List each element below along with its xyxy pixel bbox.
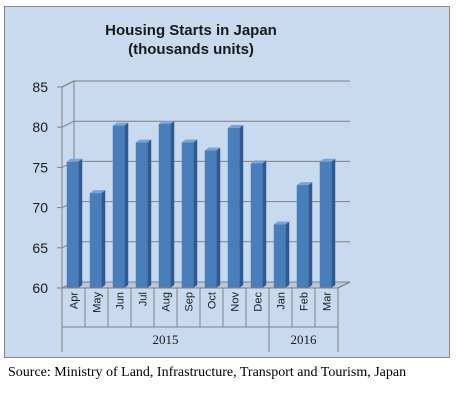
group-label-2015: 2015	[153, 332, 179, 347]
bar-top	[296, 182, 313, 186]
x-tick-label: Aug	[161, 292, 173, 312]
x-tick-label: Dec	[253, 292, 265, 312]
bar-top	[89, 190, 106, 194]
y-tick-label: 85	[32, 79, 48, 95]
chart: Housing Starts in Japan (thousands units…	[32, 22, 351, 352]
bar-front	[89, 193, 102, 288]
y-tick-label: 70	[32, 200, 48, 216]
x-tick-label: Apr	[69, 292, 81, 309]
x-tick-label: Feb	[299, 292, 311, 311]
bar-dec	[250, 160, 267, 288]
bar-side	[124, 122, 129, 288]
chart-title-line-2: (thousands units)	[128, 41, 254, 58]
bar-front	[135, 142, 148, 288]
bar-front	[227, 128, 240, 288]
bar-side	[147, 139, 152, 288]
x-tick-label: Nov	[230, 292, 242, 312]
bar-front	[319, 161, 332, 288]
bar-feb	[296, 182, 313, 288]
y-tick-label: 80	[32, 119, 48, 135]
x-tick-label: Oct	[207, 292, 219, 309]
bar-top	[204, 147, 221, 151]
bar-oct	[204, 147, 221, 288]
bar-side	[308, 182, 313, 288]
bar-top	[66, 158, 83, 162]
bar-front	[273, 224, 286, 288]
bar-side	[193, 139, 198, 288]
x-tick-label: Jun	[115, 292, 127, 310]
y-tick-label: 60	[32, 280, 48, 296]
gridline-depth	[61, 80, 75, 88]
bar-sep	[181, 139, 198, 288]
bar-aug	[158, 120, 175, 288]
gridline-depth	[61, 120, 75, 128]
x-tick-label: Jul	[138, 292, 150, 306]
y-tick-label: 75	[32, 159, 48, 175]
axes: 60 65 70 75 80 85 Apr May Jun Jul Aug Sep Oct Nov Dec J…	[32, 79, 351, 352]
x-tick-label: May	[92, 292, 104, 313]
bar-nov	[227, 125, 244, 288]
x-axis-depth	[337, 281, 351, 289]
bar-side	[101, 190, 106, 288]
chart-frame: Housing Starts in Japan (thousands units…	[4, 6, 450, 358]
bar-top	[112, 122, 129, 126]
bar-mar	[319, 158, 336, 288]
bar-front	[204, 150, 217, 288]
bar-front	[158, 123, 171, 288]
bar-front	[181, 142, 194, 288]
x-tick-label: Jan	[276, 292, 288, 310]
bar-front	[66, 161, 79, 288]
y-tick-label: 65	[32, 240, 48, 256]
bar-side	[331, 158, 336, 288]
source-note: Source: Ministry of Land, Infrastructure…	[8, 365, 407, 380]
x-tick-label: Sep	[184, 292, 196, 312]
bar-front	[112, 125, 125, 288]
bar-may	[89, 190, 106, 288]
bar-jun	[112, 122, 129, 288]
bar-side	[239, 125, 244, 288]
bar-top	[273, 221, 290, 225]
bar-top	[135, 139, 152, 143]
bars	[66, 120, 336, 288]
bar-front	[250, 163, 263, 288]
bar-side	[78, 158, 83, 288]
bar-jul	[135, 139, 152, 288]
bar-side	[285, 221, 290, 288]
bar-top	[250, 160, 267, 164]
bar-apr	[66, 158, 83, 288]
bar-side	[262, 160, 267, 288]
bar-side	[170, 120, 175, 288]
bar-top	[158, 120, 175, 124]
bar-top	[181, 139, 198, 143]
bar-top	[319, 158, 336, 162]
bar-jan	[273, 221, 290, 288]
bar-side	[216, 147, 221, 288]
x-tick-label: Mar	[322, 292, 334, 311]
bar-top	[227, 125, 244, 129]
bar-front	[296, 185, 309, 288]
chart-title-line-1: Housing Starts in Japan	[105, 22, 277, 39]
group-label-2016: 2016	[291, 332, 318, 347]
